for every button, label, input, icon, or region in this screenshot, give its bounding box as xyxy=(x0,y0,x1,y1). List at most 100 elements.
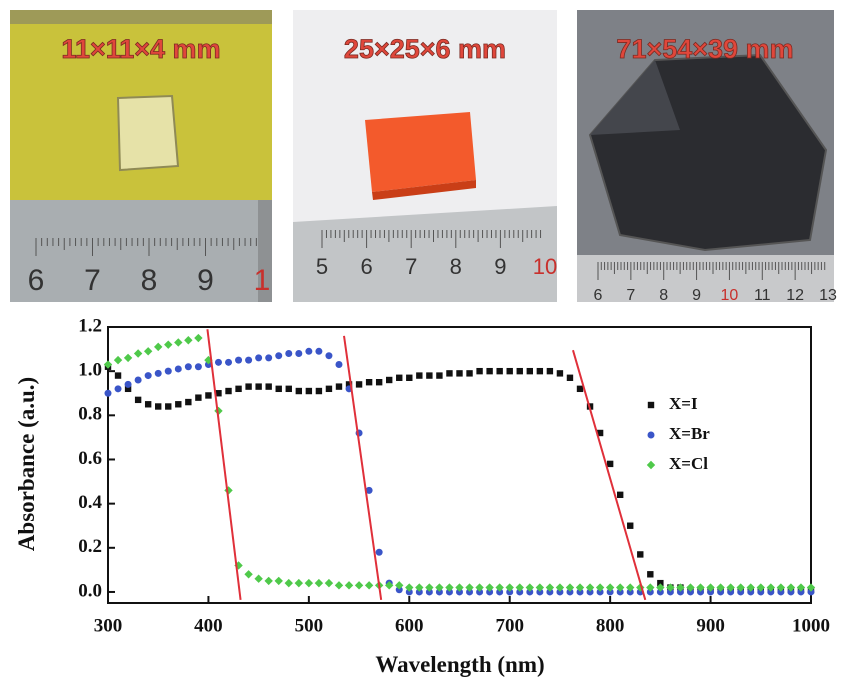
legend-label: X=I xyxy=(669,394,698,413)
ruler-number: 9 xyxy=(494,254,506,279)
data-point xyxy=(225,388,231,394)
ruler-number: 10 xyxy=(721,287,739,304)
data-point xyxy=(577,386,583,392)
data-point xyxy=(195,363,202,370)
data-point xyxy=(275,577,283,585)
x-tick-label: 400 xyxy=(194,615,223,636)
data-point xyxy=(154,343,162,351)
data-point xyxy=(335,581,343,589)
data-point xyxy=(325,352,332,359)
ruler-number: 9 xyxy=(197,264,214,297)
data-point xyxy=(507,368,513,374)
y-tick-label: 0.2 xyxy=(78,536,102,557)
data-point xyxy=(144,347,152,355)
data-point xyxy=(316,388,322,394)
fit-line xyxy=(344,336,381,600)
data-point xyxy=(456,370,462,376)
x-tick-label: 500 xyxy=(295,615,324,636)
data-point xyxy=(145,401,151,407)
data-point xyxy=(285,350,292,357)
data-point xyxy=(386,377,392,383)
data-point xyxy=(245,357,252,364)
data-point xyxy=(366,379,372,385)
data-point xyxy=(607,461,613,467)
data-point xyxy=(537,368,543,374)
ruler-number: 5 xyxy=(316,254,328,279)
data-point xyxy=(276,386,282,392)
ruler-number: 1 xyxy=(254,264,271,297)
ruler-number: 6 xyxy=(360,254,372,279)
data-point xyxy=(225,359,232,366)
ruler-number: 8 xyxy=(450,254,462,279)
ruler-number: 9 xyxy=(692,287,701,304)
ruler-number: 10 xyxy=(533,254,557,279)
data-point xyxy=(466,370,472,376)
data-point xyxy=(517,368,523,374)
data-point xyxy=(244,570,252,578)
data-point xyxy=(164,340,172,348)
data-point xyxy=(265,383,271,389)
legend-label: X=Br xyxy=(669,424,710,443)
y-tick-label: 1.2 xyxy=(78,315,102,336)
data-point xyxy=(486,368,492,374)
data-point xyxy=(496,368,502,374)
data-point xyxy=(184,336,192,344)
data-point xyxy=(275,352,282,359)
y-axis-title: Absorbance (a.u.) xyxy=(14,377,39,551)
data-point xyxy=(296,388,302,394)
data-point xyxy=(235,386,241,392)
data-point xyxy=(355,581,363,589)
data-point xyxy=(436,372,442,378)
data-point xyxy=(396,375,402,381)
x-tick-label: 300 xyxy=(94,615,123,636)
data-point xyxy=(115,372,121,378)
data-point xyxy=(175,401,181,407)
data-point xyxy=(245,383,251,389)
data-point xyxy=(124,354,132,362)
panel-label: 11×11×4 mm xyxy=(61,34,220,64)
data-point xyxy=(547,368,553,374)
data-point xyxy=(135,397,141,403)
data-point xyxy=(254,575,262,583)
data-point xyxy=(326,386,332,392)
data-point xyxy=(647,571,653,577)
ruler-number: 6 xyxy=(28,264,45,297)
fit-line xyxy=(207,329,240,600)
data-point xyxy=(295,350,302,357)
data-point xyxy=(567,375,573,381)
data-point xyxy=(305,348,312,355)
data-point xyxy=(114,356,122,364)
legend-marker xyxy=(648,402,654,408)
data-point xyxy=(345,581,353,589)
data-point xyxy=(194,334,202,342)
ruler-number: 7 xyxy=(626,287,635,304)
data-point xyxy=(637,551,643,557)
x-tick-label: 1000 xyxy=(792,615,830,636)
data-point xyxy=(416,372,422,378)
ruler-number: 12 xyxy=(786,287,804,304)
data-point xyxy=(476,368,482,374)
y-tick-label: 1.0 xyxy=(78,360,102,381)
data-point xyxy=(617,492,623,498)
panel-label: 71×54×39 mm xyxy=(616,34,793,64)
data-point xyxy=(446,370,452,376)
data-point xyxy=(125,381,132,388)
data-point xyxy=(185,363,192,370)
data-point xyxy=(145,372,152,379)
legend-marker xyxy=(647,461,655,469)
data-point xyxy=(265,354,272,361)
data-point xyxy=(406,375,412,381)
data-point xyxy=(306,388,312,394)
y-tick-label: 0.8 xyxy=(78,404,102,425)
y-tick-label: 0.0 xyxy=(78,580,102,601)
x-tick-label: 600 xyxy=(395,615,424,636)
data-point xyxy=(426,372,432,378)
x-tick-label: 900 xyxy=(696,615,725,636)
ruler-number: 11 xyxy=(754,287,771,304)
data-point xyxy=(235,357,242,364)
legend-marker xyxy=(648,432,655,439)
ruler-number: 8 xyxy=(141,264,158,297)
data-point xyxy=(295,579,303,587)
data-point xyxy=(557,370,563,376)
data-point xyxy=(165,368,172,375)
